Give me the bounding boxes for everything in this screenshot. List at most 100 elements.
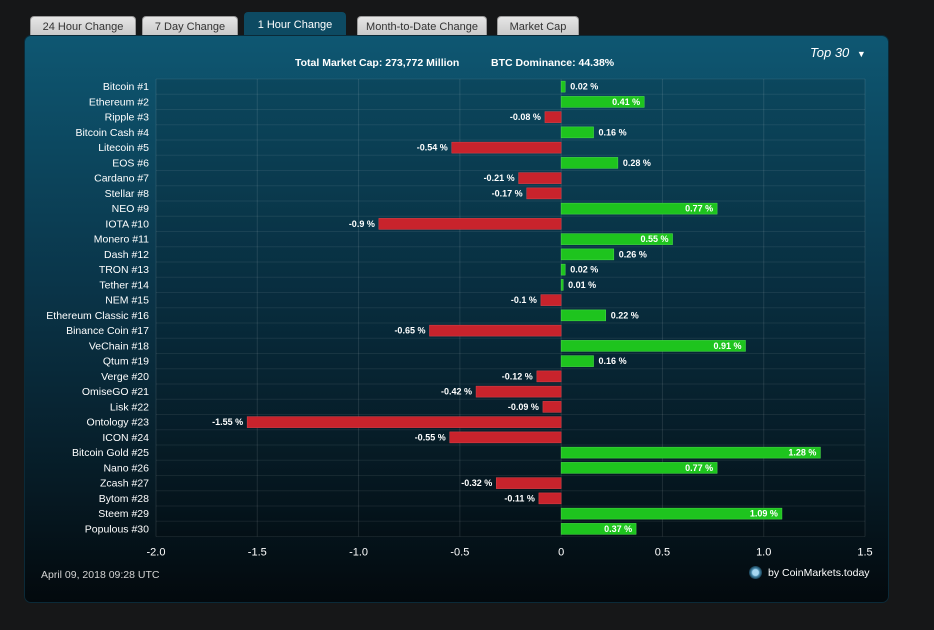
tab-1-hour-change[interactable]: 1 Hour Change xyxy=(244,12,346,37)
credit-link[interactable]: by CoinMarkets.today xyxy=(749,566,870,579)
top-n-selector-label: Top 30 xyxy=(810,45,850,60)
category-label: Qtum #19 xyxy=(103,356,149,368)
bar xyxy=(538,492,562,505)
bar xyxy=(429,324,562,337)
value-label: 0.02 % xyxy=(570,265,598,275)
category-label: TRON #13 xyxy=(99,264,149,276)
category-label: Bytom #28 xyxy=(99,493,149,505)
bar xyxy=(560,126,594,139)
category-label: Bitcoin Cash #4 xyxy=(75,127,149,139)
coinmarkets-logo-icon xyxy=(749,566,762,579)
bar xyxy=(560,233,673,245)
bar xyxy=(449,431,562,444)
value-label: -0.09 % xyxy=(508,402,539,412)
category-label: OmiseGO #21 xyxy=(82,386,149,398)
bar xyxy=(560,263,566,276)
plot-area xyxy=(156,79,865,537)
category-label: Litecoin #5 xyxy=(98,142,149,154)
category-label: VeChain #18 xyxy=(89,340,149,352)
tab-month-to-date-change[interactable]: Month-to-Date Change xyxy=(357,16,487,36)
x-tick-label: -0.5 xyxy=(450,547,469,559)
bar xyxy=(451,141,562,154)
category-label: Nano #26 xyxy=(103,462,149,474)
x-tick-label: 1.5 xyxy=(857,547,872,559)
bar xyxy=(496,477,562,489)
value-label: 1.28 % xyxy=(788,448,816,458)
value-label: -1.55 % xyxy=(212,417,243,427)
x-tick-label: -2.0 xyxy=(147,547,166,559)
value-label: 0.41 % xyxy=(612,97,640,107)
value-label: 0.16 % xyxy=(599,356,627,366)
category-label: Bitcoin Gold #25 xyxy=(72,447,149,459)
category-label: IOTA #10 xyxy=(105,218,149,230)
bar xyxy=(560,462,718,474)
category-label: Ethereum Classic #16 xyxy=(46,310,149,322)
x-tick-label: 0.5 xyxy=(655,547,670,559)
value-label: -0.54 % xyxy=(417,143,448,153)
value-label: 0.28 % xyxy=(623,158,651,168)
bar xyxy=(378,218,562,230)
category-label: EOS #6 xyxy=(112,157,149,169)
value-label: -0.9 % xyxy=(349,219,375,229)
bar xyxy=(560,202,718,215)
bar xyxy=(540,294,562,306)
value-label: -0.17 % xyxy=(492,188,523,198)
tab-24-hour-change[interactable]: 24 Hour Change xyxy=(30,16,136,36)
value-label: 0.26 % xyxy=(619,249,647,259)
bar xyxy=(560,80,566,93)
category-label: ICON #24 xyxy=(102,432,149,444)
value-label: 0.77 % xyxy=(685,204,713,214)
bar xyxy=(560,248,615,261)
value-label: -0.32 % xyxy=(461,478,492,488)
value-label: 0.02 % xyxy=(570,82,598,92)
category-label: Steem #29 xyxy=(98,508,149,520)
category-label: Lisk #22 xyxy=(110,401,149,413)
value-label: -0.12 % xyxy=(502,371,533,381)
bar xyxy=(560,96,645,108)
value-label: -0.21 % xyxy=(484,173,515,183)
category-label: Ripple #3 xyxy=(105,112,150,124)
bar xyxy=(475,385,562,398)
category-label: Cardano #7 xyxy=(94,173,149,185)
tab-7-day-change[interactable]: 7 Day Change xyxy=(142,16,238,36)
bar xyxy=(560,446,821,459)
x-tick-label: -1.0 xyxy=(349,547,368,559)
value-label: 0.16 % xyxy=(599,127,627,137)
value-label: 0.55 % xyxy=(641,234,669,244)
value-label: 0.01 % xyxy=(568,280,596,290)
chart-panel xyxy=(25,36,888,602)
value-label: -0.1 % xyxy=(511,295,537,305)
bar xyxy=(560,309,606,322)
bar xyxy=(560,507,783,520)
category-label: Ethereum #2 xyxy=(89,96,149,108)
category-label: NEO #9 xyxy=(112,203,150,215)
x-tick-label: 0 xyxy=(558,547,564,559)
bar xyxy=(246,416,562,428)
total-market-cap: Total Market Cap: 273,772 Million xyxy=(295,57,460,69)
category-label: Binance Coin #17 xyxy=(66,325,149,337)
category-label: Populous #30 xyxy=(85,523,149,535)
value-label: -0.08 % xyxy=(510,112,541,122)
value-label: 1.09 % xyxy=(750,509,778,519)
category-label: NEM #15 xyxy=(105,295,149,307)
bar xyxy=(526,187,562,200)
top-n-selector[interactable]: Top 30 ▼ xyxy=(810,45,866,60)
value-label: 0.91 % xyxy=(713,341,741,351)
value-label: -0.11 % xyxy=(504,493,535,503)
bar xyxy=(560,157,619,169)
timestamp: April 09, 2018 09:28 UTC xyxy=(41,569,160,581)
category-label: Dash #12 xyxy=(104,249,149,261)
category-label: Bitcoin #1 xyxy=(103,81,149,93)
value-label: 0.22 % xyxy=(611,310,639,320)
chevron-down-icon: ▼ xyxy=(856,49,866,59)
tab-market-cap[interactable]: Market Cap xyxy=(497,16,579,36)
credit-text: by CoinMarkets.today xyxy=(768,566,870,579)
x-tick-label: -1.5 xyxy=(248,547,267,559)
btc-dominance: BTC Dominance: 44.38% xyxy=(491,57,615,69)
bar xyxy=(560,523,637,535)
category-label: Ontology #23 xyxy=(87,417,150,429)
value-label: -0.65 % xyxy=(394,326,425,336)
category-label: Tether #14 xyxy=(99,279,149,291)
category-label: Stellar #8 xyxy=(105,188,150,200)
category-label: Zcash #27 xyxy=(100,478,149,490)
